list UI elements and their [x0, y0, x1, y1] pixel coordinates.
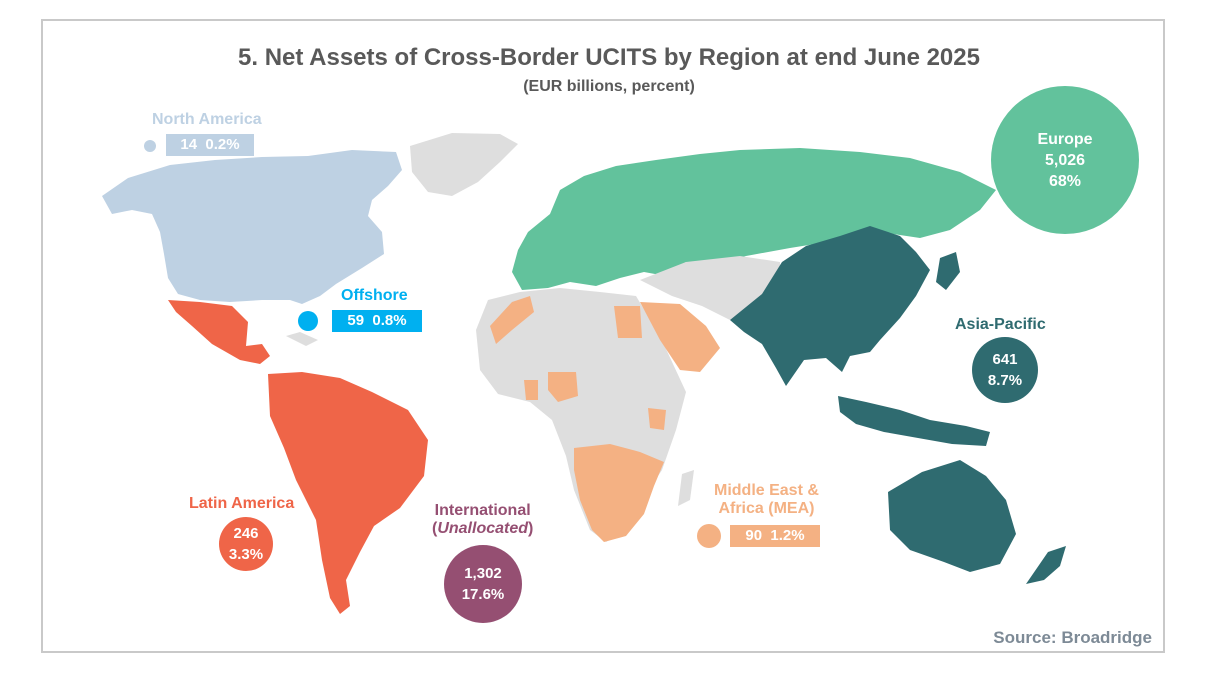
kenya-shape	[648, 408, 666, 430]
international-label: International (Unallocated)	[432, 502, 533, 538]
mea-share: 1.2%	[770, 527, 805, 544]
asia-pacific-bubble: 641 8.7%	[972, 337, 1038, 403]
south-america-shape	[268, 372, 428, 614]
europe-share: 68%	[1048, 172, 1082, 190]
new-zealand-shape	[1026, 546, 1066, 584]
page-subtitle: (EUR billions, percent)	[523, 78, 695, 95]
latin-america-bubble: 246 3.3%	[219, 517, 273, 571]
source-note: Source: Broadridge	[993, 628, 1152, 647]
latin-america-label: Latin America	[189, 495, 295, 512]
international-paren-close: )	[528, 520, 534, 537]
europe-bubble: Europe 5,026 68%	[991, 86, 1139, 234]
mea-dot	[697, 524, 721, 548]
offshore-dot	[298, 311, 318, 331]
international-share: 17.6%	[461, 586, 505, 603]
nigeria-shape	[548, 372, 578, 402]
international-paren-open: (	[432, 520, 438, 537]
australia-shape	[888, 460, 1016, 572]
offshore-value: 59	[347, 312, 365, 329]
madagascar-shape	[678, 470, 694, 506]
se-asia-islands-shape	[838, 396, 990, 446]
europe-name: Europe	[1037, 130, 1093, 148]
offshore-value-box: 59 0.8%	[332, 310, 422, 332]
offshore-label: Offshore	[341, 287, 408, 304]
mea-value-box: 90 1.2%	[730, 525, 820, 547]
north-america-dot	[144, 140, 156, 152]
mea-label: Middle East & Africa (MEA)	[714, 482, 819, 518]
japan-shape	[936, 252, 960, 290]
offshore-share: 0.8%	[372, 312, 407, 329]
north-america-label: North America	[152, 111, 262, 129]
europe-value: 5,026	[1044, 151, 1086, 169]
mea-name-line1: Middle East &	[714, 482, 819, 499]
north-america-shape	[102, 150, 402, 304]
north-america-value: 14	[180, 136, 198, 153]
international-value: 1,302	[464, 565, 502, 582]
latin-america-value: 246	[233, 525, 259, 542]
mea-value: 90	[745, 527, 763, 544]
international-unallocated: Unallocated	[437, 520, 529, 537]
mea-name-line2: Africa (MEA)	[718, 500, 815, 517]
latin-america-share: 3.3%	[228, 546, 264, 563]
ghana-shape	[524, 380, 538, 400]
international-subname: (Unallocated)	[432, 520, 533, 538]
north-america-share: 0.2%	[205, 136, 240, 153]
central-asia-shape	[640, 256, 780, 320]
asia-pacific-value: 641	[992, 351, 1018, 368]
north-america-name: North America	[152, 111, 262, 128]
asia-pacific-shape	[730, 226, 930, 386]
arabia-shape	[640, 302, 720, 372]
north-america-value-box: 14 0.2%	[166, 134, 254, 156]
asia-pacific-share: 8.7%	[987, 372, 1023, 389]
page-title: 5. Net Assets of Cross-Border UCITS by R…	[238, 44, 980, 71]
europe-shape	[512, 148, 996, 290]
morocco-shape	[490, 296, 534, 344]
mexico-shape	[168, 300, 270, 364]
egypt-shape	[614, 306, 642, 338]
greenland-shape	[410, 133, 518, 196]
international-name: International	[434, 502, 531, 519]
southern-africa-shape	[574, 444, 664, 542]
caribbean-shape	[286, 332, 318, 346]
asia-pacific-label: Asia-Pacific	[955, 316, 1046, 333]
international-bubble: 1,302 17.6%	[444, 545, 522, 623]
